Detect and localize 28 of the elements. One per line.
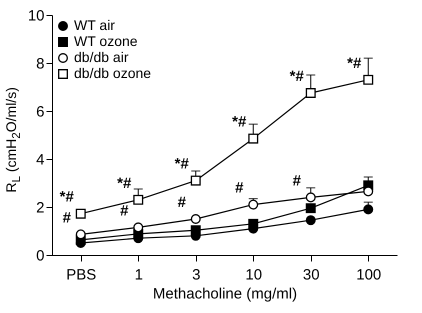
legend-label: db/db ozone <box>74 65 152 81</box>
x-tick-label: 30 <box>302 266 320 284</box>
annotation: # <box>292 172 302 190</box>
legend-label: WT air <box>74 17 116 33</box>
x-tick-label: 3 <box>192 266 200 284</box>
annotation: *# <box>117 174 132 192</box>
x-tick-label: 10 <box>245 266 262 284</box>
legend-label: WT ozone <box>74 33 138 49</box>
annotation: *# <box>60 188 74 206</box>
x-tick-label: 1 <box>134 266 143 284</box>
annotation: # <box>62 209 72 226</box>
annotation: # <box>120 202 130 220</box>
y-tick-label: 0 <box>36 248 44 264</box>
annotation: *# <box>290 68 304 85</box>
x-tick-label: PBS <box>66 266 96 284</box>
annotation: *# <box>174 156 190 173</box>
annotation: *# <box>232 114 247 131</box>
x-tick-label: 100 <box>356 266 382 284</box>
legend-label: db/db air <box>74 49 129 65</box>
x-axis-title: Methacholine (mg/ml) <box>152 286 298 302</box>
y-tick-label: 4 <box>36 152 44 168</box>
y-tick-label: 10 <box>28 8 44 24</box>
annotation: # <box>235 180 244 197</box>
y-tick-label: 6 <box>36 104 44 120</box>
annotation: *# <box>347 54 362 72</box>
y-tick-label: 8 <box>36 56 44 72</box>
annotation: # <box>178 194 187 211</box>
y-tick-label: 2 <box>36 200 44 216</box>
